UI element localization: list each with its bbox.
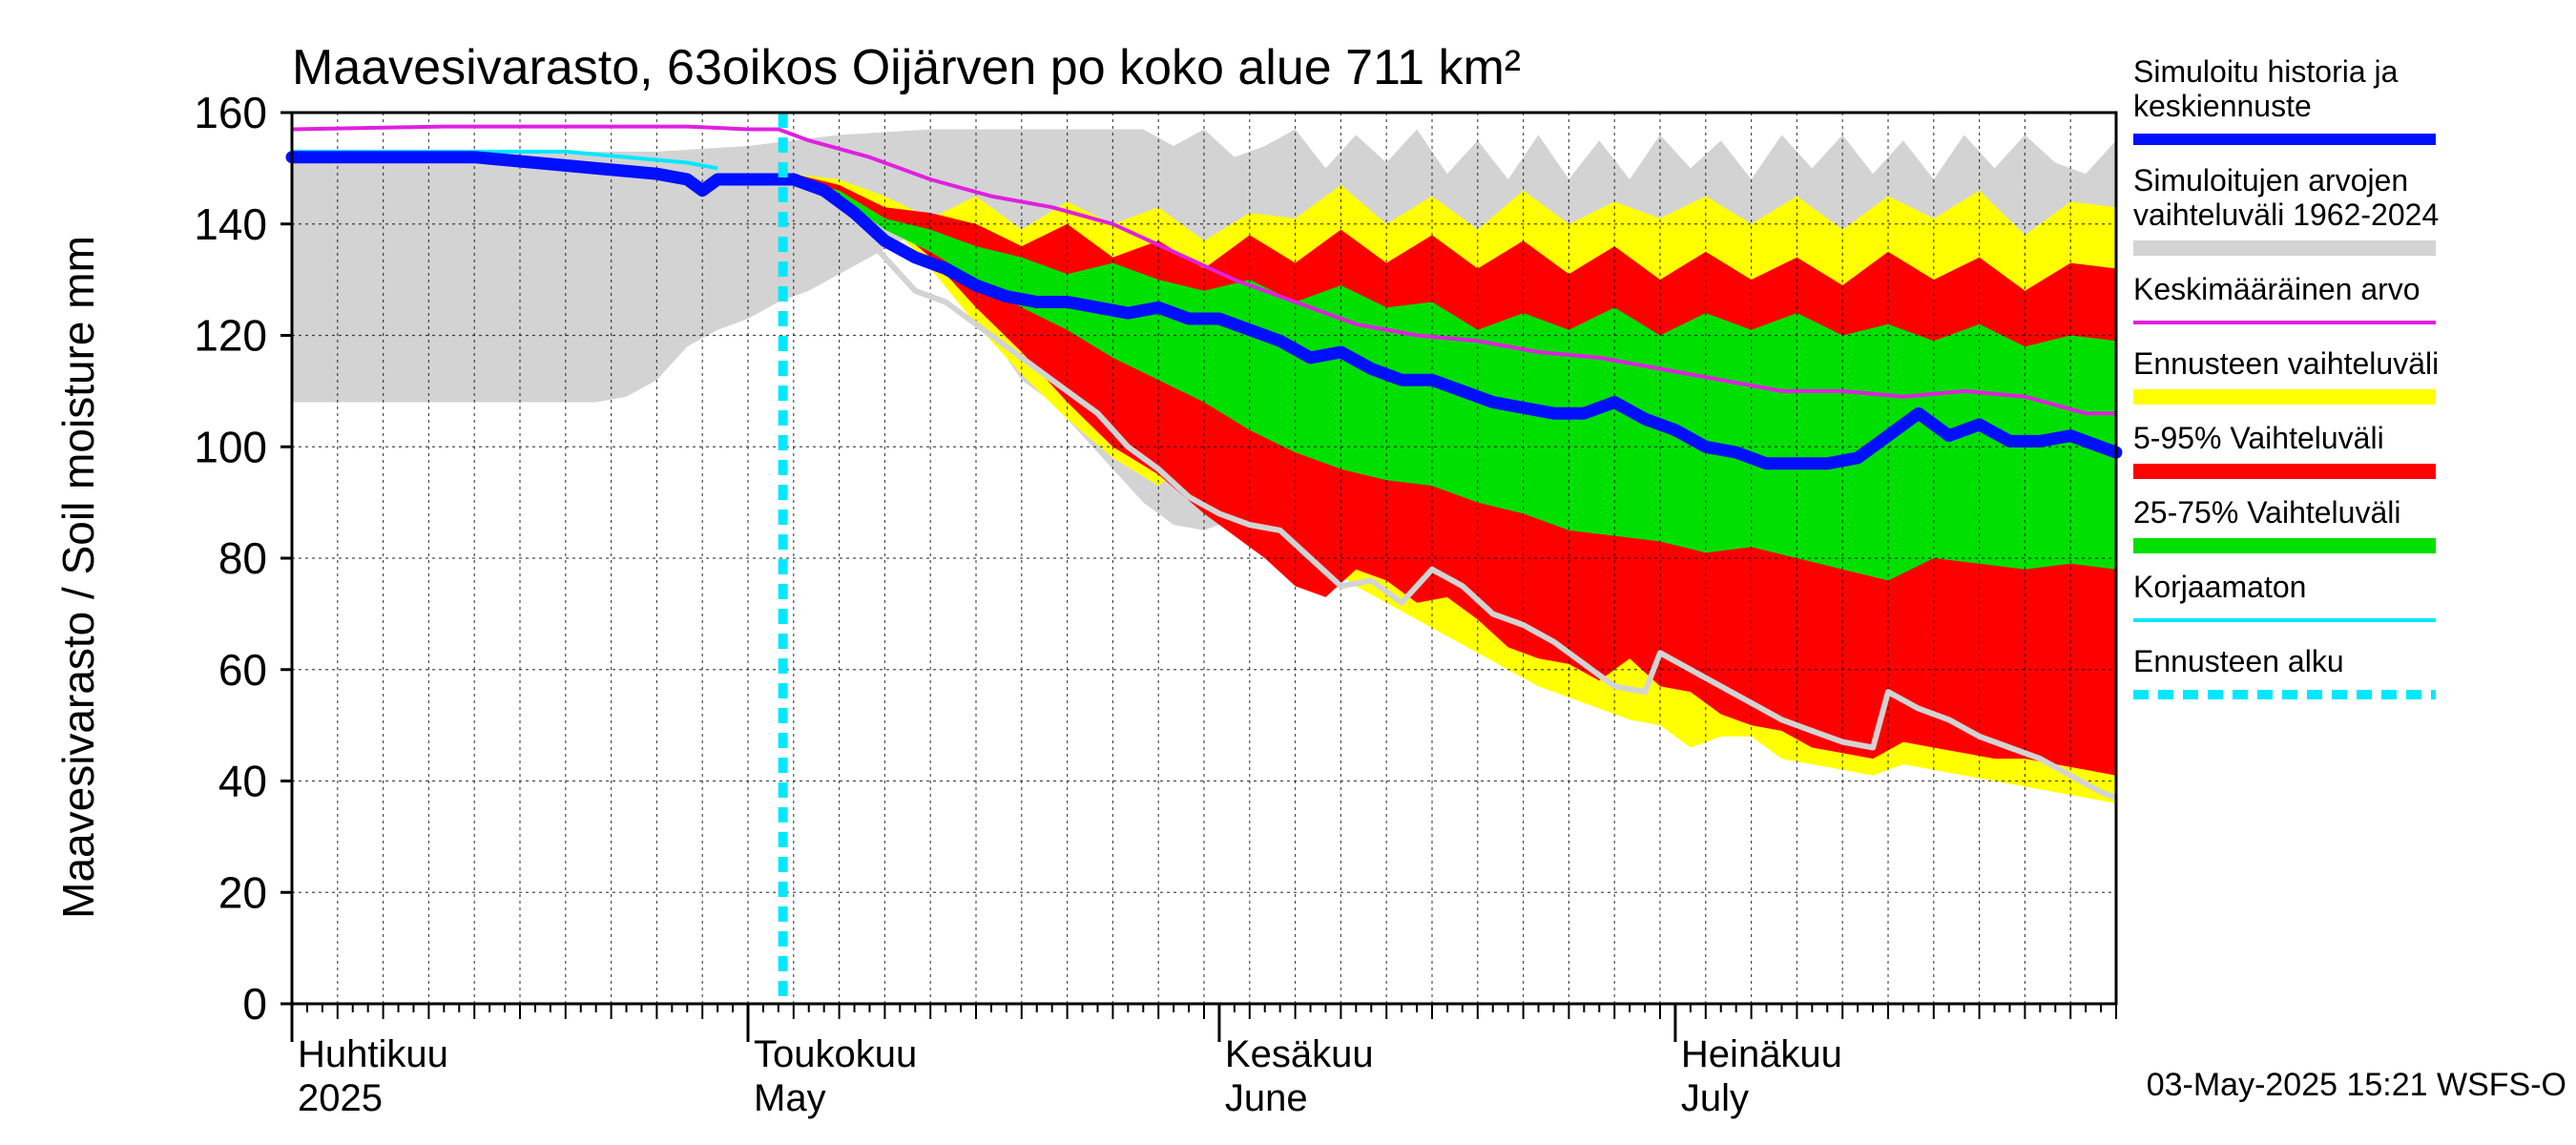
legend-label: 5-95% Vaihteluväli bbox=[2133, 421, 2384, 455]
month-sublabel: 2025 bbox=[298, 1077, 383, 1119]
month-label: Kesäkuu bbox=[1225, 1033, 1374, 1075]
y-axis-label: Maavesivarasto / Soil moisture mm bbox=[53, 236, 103, 919]
mean-line bbox=[291, 124, 2116, 416]
legend-label: Simuloitujen arvojen bbox=[2133, 163, 2408, 198]
month-sublabel: July bbox=[1681, 1077, 1749, 1119]
legend-swatch bbox=[2133, 240, 2436, 256]
legend-label: keskiennuste bbox=[2133, 89, 2312, 123]
timestamp: 03-May-2025 15:21 WSFS-O bbox=[2147, 1067, 2566, 1103]
legend-label: Ennusteen alku bbox=[2133, 644, 2344, 678]
p25-75-band bbox=[793, 179, 2116, 581]
month-label: Toukokuu bbox=[754, 1033, 917, 1075]
legend-swatch bbox=[2133, 389, 2436, 405]
legend-label: Simuloitu historia ja bbox=[2133, 54, 2399, 89]
month-sublabel: May bbox=[754, 1077, 826, 1119]
legend-label: Ennusteen vaihteluväli bbox=[2133, 346, 2439, 381]
y-axis: 0 20 40 60 80 100 120 140 160 bbox=[194, 88, 292, 1029]
legend-label: Keskimääräinen arvo bbox=[2133, 272, 2420, 306]
y-tick-label: 0 bbox=[242, 979, 267, 1029]
y-tick-label: 140 bbox=[194, 199, 267, 249]
plot-area bbox=[285, 111, 2123, 1006]
legend-label: vaihteluväli 1962-2024 bbox=[2133, 198, 2439, 232]
y-tick-label: 100 bbox=[194, 422, 267, 471]
y-tick-label: 120 bbox=[194, 311, 267, 361]
legend-label: 25-75% Vaihteluväli bbox=[2133, 495, 2400, 530]
y-tick-label: 80 bbox=[218, 533, 267, 583]
y-tick-label: 20 bbox=[218, 867, 267, 917]
month-label: Huhtikuu bbox=[298, 1033, 448, 1075]
legend-swatch bbox=[2133, 464, 2436, 479]
y-tick-label: 160 bbox=[194, 88, 267, 137]
chart-title: Maavesivarasto, 63oikos Oijärven po koko… bbox=[292, 40, 1521, 95]
month-sublabel: June bbox=[1225, 1077, 1308, 1119]
history-forecast-line bbox=[285, 151, 2123, 470]
lower-trace-line bbox=[852, 221, 2118, 801]
month-label: Heinäkuu bbox=[1681, 1033, 1842, 1075]
legend-label: Korjaamaton bbox=[2133, 570, 2306, 604]
y-tick-label: 40 bbox=[218, 757, 267, 806]
y-tick-label: 60 bbox=[218, 645, 267, 695]
legend-swatch bbox=[2133, 538, 2436, 553]
